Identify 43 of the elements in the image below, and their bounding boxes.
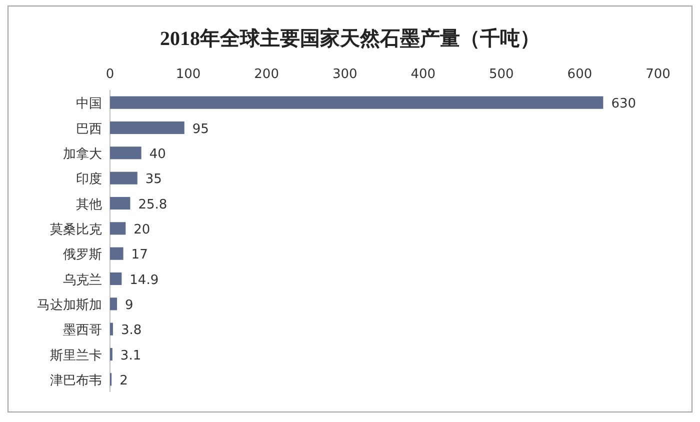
data-label: 95 [192, 122, 209, 137]
data-label: 17 [131, 248, 148, 263]
data-label: 9 [125, 298, 134, 313]
x-tick-label: 0 [106, 67, 114, 82]
data-label: 14.9 [130, 272, 159, 288]
x-tick-label: 200 [254, 67, 279, 82]
y-tick-label: 加拿大 [63, 146, 102, 162]
y-tick-label: 墨西哥 [63, 323, 102, 338]
bar [110, 121, 184, 134]
data-label: 20 [134, 222, 150, 238]
y-tick-label: 乌克兰 [63, 272, 102, 288]
x-tick-label: 100 [176, 67, 201, 82]
bar [110, 272, 122, 286]
data-label: 2 [120, 373, 128, 388]
bar [110, 146, 142, 160]
data-label: 3.1 [120, 348, 142, 364]
data-label: 25.8 [138, 197, 168, 212]
bar [110, 172, 138, 184]
chart-title: 2018年全球主要国家天然石墨产量（千吨） [160, 27, 540, 50]
x-tick-label: 700 [646, 67, 670, 82]
bar [110, 247, 124, 260]
y-tick-label: 其他 [76, 197, 102, 212]
x-tick-label: 400 [410, 67, 436, 82]
y-tick-label: 俄罗斯 [63, 248, 102, 263]
bar [110, 96, 604, 109]
y-tick-label: 巴西 [76, 122, 102, 137]
y-tick-label: 斯里兰卡 [50, 348, 102, 364]
data-label: 35 [145, 172, 162, 188]
data-label: 40 [149, 146, 166, 162]
x-tick-label: 300 [332, 67, 358, 82]
y-tick-label: 莫桑比克 [50, 222, 102, 238]
x-tick-label: 500 [489, 67, 514, 82]
y-tick-label: 马达加斯加 [37, 298, 102, 313]
bar [110, 196, 130, 210]
data-label: 630 [611, 96, 636, 112]
y-tick-label: 印度 [76, 171, 102, 188]
data-label: 3.8 [120, 323, 142, 338]
bar [110, 322, 113, 336]
bar [110, 222, 126, 235]
y-tick-label: 津巴布韦 [50, 373, 102, 388]
bar [110, 298, 118, 310]
y-tick-label: 中国 [76, 96, 102, 112]
x-tick-label: 600 [567, 67, 592, 82]
